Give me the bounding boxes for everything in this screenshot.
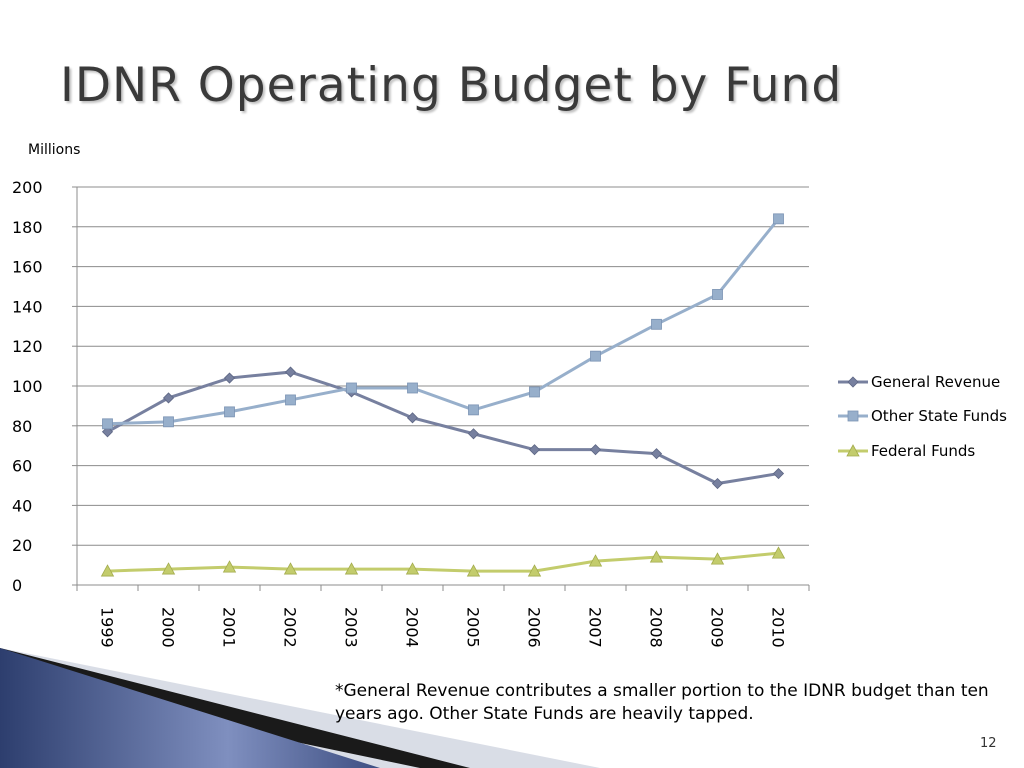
data-point-general-revenue [406, 412, 419, 424]
unit-label: Millions [28, 142, 81, 158]
y-tick-label: 100 [12, 377, 43, 396]
data-point-federal-funds [161, 562, 176, 575]
x-tick-label: 2010 [769, 607, 788, 648]
data-point-general-revenue [711, 477, 724, 490]
data-point-federal-funds [344, 562, 359, 575]
data-point-other-state-funds [346, 382, 357, 394]
y-axis-ticks: 0 20 40 60 80 100 120 140 160 180 200 [12, 178, 77, 595]
chart-gridlines [77, 186, 809, 546]
x-tick-label: 2000 [159, 607, 178, 648]
data-point-federal-funds [527, 564, 542, 577]
slide-title: IDNR Operating Budget by Fund [60, 58, 843, 113]
series-line-other-state-funds [107, 217, 780, 426]
data-point-federal-funds [283, 562, 298, 575]
data-point-general-revenue [772, 467, 785, 480]
legend-label-federal-funds: Federal Funds [871, 442, 975, 460]
data-point-general-revenue [284, 366, 297, 378]
y-tick-label: 200 [12, 178, 43, 197]
data-point-federal-funds [100, 564, 115, 577]
data-point-federal-funds [588, 554, 603, 567]
x-tick-label: 2009 [708, 607, 727, 648]
y-tick-label: 80 [12, 417, 32, 436]
data-point-general-revenue [528, 444, 541, 456]
data-point-other-state-funds [468, 404, 479, 416]
line-chart: 0 20 40 60 80 100 120 140 160 180 200 1999 2000 2001… [12, 178, 1007, 648]
footnote: *General Revenue contributes a smaller p… [335, 681, 989, 724]
y-tick-label: 0 [12, 576, 22, 595]
data-point-other-state-funds [651, 318, 662, 330]
data-point-federal-funds [466, 564, 481, 577]
y-tick-label: 140 [12, 297, 43, 316]
data-point-other-state-funds [163, 416, 174, 428]
y-tick-label: 160 [12, 258, 43, 277]
y-tick-label: 40 [12, 496, 32, 515]
data-point-federal-funds [649, 550, 664, 563]
x-tick-label: 2004 [403, 607, 422, 648]
data-point-other-state-funds [590, 350, 601, 362]
x-tick-label: 2006 [525, 607, 544, 648]
data-point-general-revenue [589, 444, 602, 456]
legend-marker-general-revenue [847, 376, 859, 388]
x-tick-label: 2008 [647, 607, 666, 648]
x-tick-label: 1999 [98, 607, 117, 648]
legend-label-other-state-funds: Other State Funds [871, 407, 1007, 425]
series-line-general-revenue [106, 370, 779, 486]
data-point-other-state-funds [102, 418, 113, 430]
y-tick-label: 20 [12, 536, 32, 555]
data-point-general-revenue [467, 428, 480, 440]
x-tick-label: 2002 [281, 607, 300, 648]
y-tick-label: 120 [12, 337, 43, 356]
x-tick-label: 2001 [220, 607, 239, 648]
series-line-federal-funds [107, 551, 779, 573]
data-point-general-revenue [162, 392, 175, 404]
data-point-federal-funds [771, 546, 786, 559]
data-point-general-revenue [101, 426, 114, 438]
legend-label-general-revenue: General Revenue [871, 373, 1000, 391]
y-tick-label: 60 [12, 457, 32, 476]
x-tick-label: 2003 [342, 607, 361, 648]
data-point-other-state-funds [529, 386, 540, 398]
data-point-other-state-funds [224, 406, 235, 418]
data-point-federal-funds [405, 562, 420, 575]
y-tick-label: 180 [12, 218, 43, 237]
legend-marker-other-state-funds [847, 410, 859, 422]
x-tick-label: 2005 [464, 607, 483, 648]
data-point-other-state-funds [773, 213, 784, 225]
data-point-general-revenue [650, 448, 663, 460]
data-point-general-revenue [223, 372, 236, 384]
data-point-other-state-funds [285, 394, 296, 406]
data-point-federal-funds [710, 552, 725, 565]
legend-marker-federal-funds [846, 444, 860, 457]
data-point-other-state-funds [407, 382, 418, 394]
data-point-other-state-funds [712, 289, 723, 300]
chart-series [100, 213, 786, 577]
x-axis-ticks: 1999 2000 2001 2002 2003 2004 2005 2006 2007 2008… [76, 585, 810, 648]
corner-decoration [0, 648, 600, 768]
slide-number: 12 [980, 736, 997, 751]
data-point-federal-funds [222, 560, 237, 573]
chart-legend: General Revenue Other State Funds Federal … [838, 373, 1007, 460]
x-tick-label: 2007 [586, 607, 605, 648]
